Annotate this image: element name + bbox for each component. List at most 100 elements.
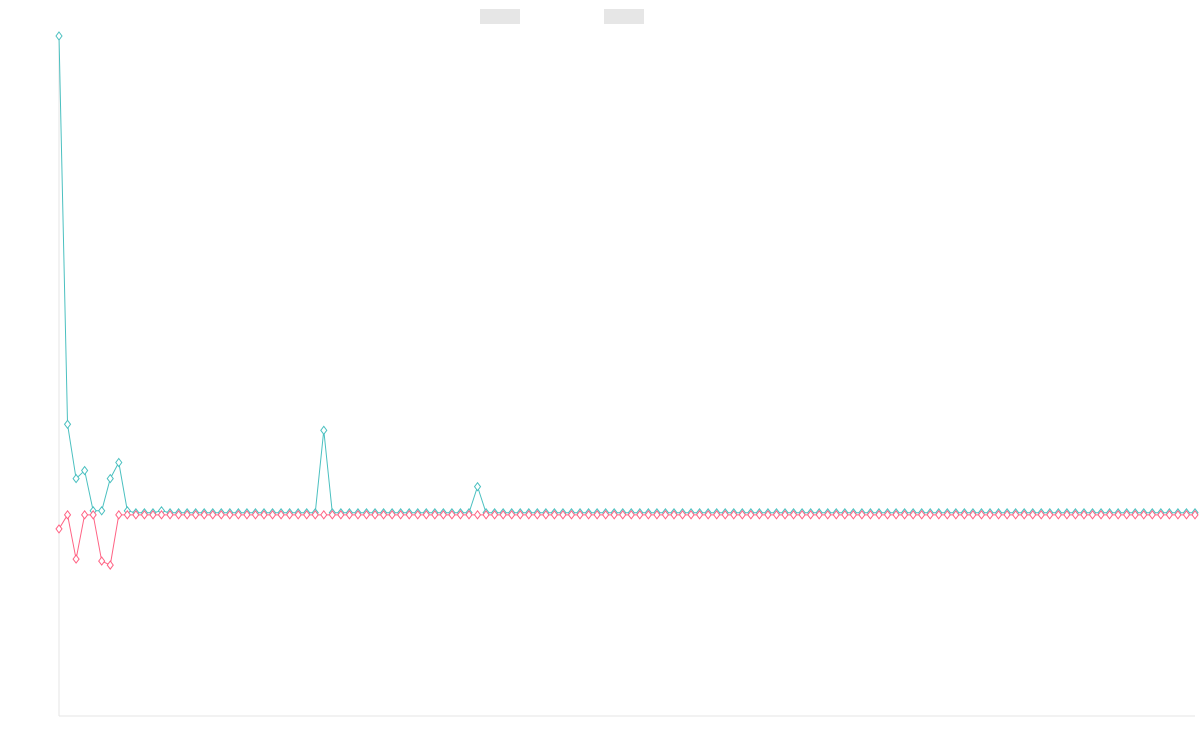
series-2-point-37[interactable] bbox=[362, 509, 371, 520]
series-2-point-6[interactable] bbox=[98, 556, 106, 566]
series-2-point-93[interactable] bbox=[841, 509, 849, 520]
series-2-point-11[interactable] bbox=[140, 509, 149, 520]
series-2-point-127[interactable] bbox=[1131, 509, 1139, 520]
series-2-point-124[interactable] bbox=[1105, 509, 1114, 520]
series-2-point-81[interactable] bbox=[738, 509, 746, 520]
series-1-point-8[interactable] bbox=[115, 457, 123, 468]
series-2-point-53[interactable] bbox=[499, 509, 507, 520]
series-2-point-98[interactable] bbox=[883, 509, 892, 520]
series-2-point-51[interactable] bbox=[482, 509, 490, 520]
series-2-point-40[interactable] bbox=[388, 509, 396, 520]
series-2-point-30[interactable] bbox=[303, 509, 311, 520]
series-2-point-23[interactable] bbox=[243, 509, 251, 520]
series-2-point-106[interactable] bbox=[952, 509, 960, 520]
series-2-point-120[interactable] bbox=[1071, 509, 1080, 520]
series-2-point-72[interactable] bbox=[661, 509, 670, 520]
series-2-point-95[interactable] bbox=[858, 509, 866, 520]
series-2-point-100[interactable] bbox=[900, 509, 909, 520]
series-2-point-108[interactable] bbox=[969, 509, 977, 520]
series-2-point-117[interactable] bbox=[1046, 509, 1054, 520]
series-2-point-47[interactable] bbox=[448, 509, 456, 520]
series-2-point-68[interactable] bbox=[627, 509, 635, 520]
series-2-point-41[interactable] bbox=[397, 509, 405, 520]
series-2-point-56[interactable] bbox=[525, 509, 533, 520]
series-2-point-104[interactable] bbox=[935, 509, 943, 520]
series-2-point-7[interactable] bbox=[106, 560, 114, 570]
series-2-point-32[interactable] bbox=[320, 509, 328, 520]
series-2-point-75[interactable] bbox=[687, 509, 695, 520]
series-2-point-58[interactable] bbox=[542, 509, 550, 520]
series-2-point-59[interactable] bbox=[550, 509, 559, 520]
series-2-point-96[interactable] bbox=[866, 509, 875, 520]
series-2-point-34[interactable] bbox=[337, 509, 345, 520]
series-2-point-116[interactable] bbox=[1037, 509, 1045, 520]
series-2-point-8[interactable] bbox=[115, 509, 123, 520]
series-2-point-107[interactable] bbox=[960, 509, 969, 520]
series-2-point-62[interactable] bbox=[576, 509, 584, 520]
series-2-point-44[interactable] bbox=[422, 509, 430, 520]
series-2-point-86[interactable] bbox=[781, 509, 789, 520]
series-2-point-65[interactable] bbox=[602, 509, 610, 520]
series-2-point-50[interactable] bbox=[473, 509, 482, 520]
series-2-point-97[interactable] bbox=[875, 509, 883, 520]
series-2-point-31[interactable] bbox=[311, 509, 319, 520]
series-2-point-90[interactable] bbox=[815, 509, 823, 520]
series-2-point-60[interactable] bbox=[559, 509, 567, 520]
series-2-point-22[interactable] bbox=[234, 509, 242, 520]
series-2-point-45[interactable] bbox=[431, 509, 439, 520]
series-2-point-69[interactable] bbox=[636, 509, 644, 520]
series-2-point-118[interactable] bbox=[1054, 509, 1062, 520]
series-2-point-49[interactable] bbox=[465, 509, 473, 520]
legend-swatch-series-2[interactable] bbox=[604, 9, 644, 24]
series-2-point-57[interactable] bbox=[533, 509, 541, 520]
series-1-point-32[interactable] bbox=[320, 425, 328, 436]
series-2-point-35[interactable] bbox=[345, 509, 354, 520]
series-2-point-132[interactable] bbox=[1174, 509, 1182, 520]
series-2-point-70[interactable] bbox=[644, 509, 652, 520]
series-2-point-84[interactable] bbox=[764, 509, 772, 520]
series-2-point-67[interactable] bbox=[619, 509, 627, 520]
series-2-point-15[interactable] bbox=[174, 509, 183, 520]
series-2-point-9[interactable] bbox=[123, 509, 131, 520]
series-2-point-42[interactable] bbox=[405, 509, 413, 520]
series-2-point-28[interactable] bbox=[285, 509, 294, 520]
series-2-point-92[interactable] bbox=[832, 509, 840, 520]
series-2-point-134[interactable] bbox=[1191, 509, 1199, 520]
series-2-point-131[interactable] bbox=[1165, 509, 1174, 520]
series-2-point-115[interactable] bbox=[1029, 509, 1037, 520]
series-2-point-78[interactable] bbox=[713, 509, 721, 520]
series-2-point-88[interactable] bbox=[798, 509, 806, 520]
series-2-point-85[interactable] bbox=[772, 509, 781, 520]
series-2-point-1[interactable] bbox=[55, 524, 63, 534]
series-2-point-19[interactable] bbox=[209, 509, 217, 520]
series-2-point-52[interactable] bbox=[490, 509, 499, 520]
series-2-point-110[interactable] bbox=[986, 509, 994, 520]
series-2-point-89[interactable] bbox=[807, 509, 815, 520]
series-2-point-2[interactable] bbox=[63, 509, 72, 520]
series-2-point-102[interactable] bbox=[918, 509, 926, 520]
series-2-point-109[interactable] bbox=[977, 509, 986, 520]
series-2-point-80[interactable] bbox=[730, 509, 738, 520]
series-2-point-126[interactable] bbox=[1123, 509, 1131, 520]
series-2-point-113[interactable] bbox=[1012, 509, 1020, 520]
series-2-point-79[interactable] bbox=[721, 509, 729, 520]
series-2-point-119[interactable] bbox=[1063, 509, 1071, 520]
series-2-point-33[interactable] bbox=[328, 509, 336, 520]
series-2-point-39[interactable] bbox=[379, 509, 388, 520]
series-2-point-66[interactable] bbox=[610, 509, 618, 520]
series-2-point-54[interactable] bbox=[508, 509, 516, 520]
series-2-point-12[interactable] bbox=[149, 509, 157, 520]
series-2-point-20[interactable] bbox=[217, 509, 225, 520]
series-2-point-122[interactable] bbox=[1088, 509, 1097, 520]
series-2-point-3[interactable] bbox=[72, 554, 80, 564]
series-2-point-77[interactable] bbox=[704, 509, 712, 520]
series-1-point-4[interactable] bbox=[80, 465, 89, 476]
series-2-point-38[interactable] bbox=[371, 509, 379, 520]
series-1-point-6[interactable] bbox=[98, 505, 106, 516]
series-2-point-94[interactable] bbox=[849, 509, 857, 520]
series-1-point-50[interactable] bbox=[473, 481, 482, 492]
series-2-point-63[interactable] bbox=[584, 509, 593, 520]
series-2-point-27[interactable] bbox=[277, 509, 285, 520]
series-2-point-26[interactable] bbox=[268, 509, 277, 520]
series-2-point-73[interactable] bbox=[670, 509, 678, 520]
